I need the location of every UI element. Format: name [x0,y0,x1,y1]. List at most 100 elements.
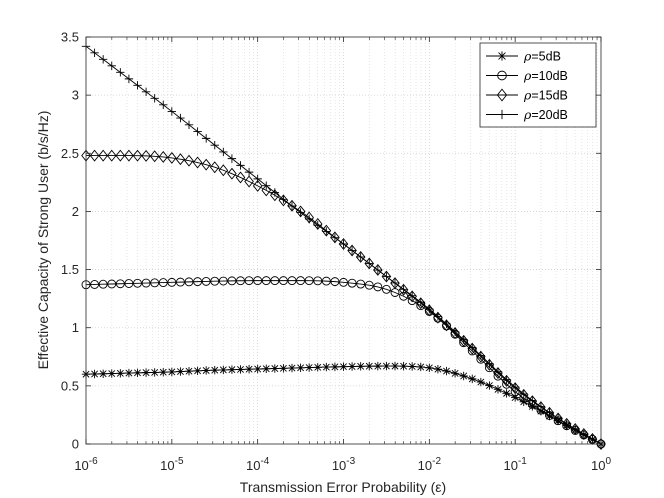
diamond-marker [227,167,237,180]
plus-marker [553,414,563,423]
plus-marker [468,343,477,352]
plus-marker [141,87,151,97]
plus-marker [133,81,142,90]
plus-marker [262,181,271,190]
y-tick-label: 2.5 [61,146,79,161]
legend-item[interactable]: ρ=15dB [486,88,568,103]
plus-marker [442,319,451,329]
circle-marker [253,276,263,286]
circle-marker [356,279,366,289]
circle-marker [115,279,125,289]
diamond-marker [476,350,486,363]
diamond-marker [141,149,151,162]
star-marker [98,369,108,378]
plus-marker [279,195,288,204]
y-tick-label: 3 [72,88,79,103]
plus-marker [193,127,202,136]
circle-marker [244,276,254,286]
star-marker [193,366,202,376]
plus-marker [373,265,383,275]
circle-marker [313,276,323,286]
plus-marker [536,402,546,411]
star-marker [365,362,374,371]
star-marker [476,377,486,387]
legend-label: ρ=5dB [523,49,561,64]
circle-marker [373,282,383,292]
plus-marker [510,382,520,392]
diamond-marker [192,156,203,169]
circle-marker [261,276,271,286]
diamond-marker [158,150,169,163]
star-marker [133,368,142,378]
diamond-marker [124,149,134,162]
x-tick-label: 10-2 [418,456,442,473]
plus-marker [176,113,185,123]
circle-marker [167,277,177,287]
circle-marker [193,277,203,287]
circle-marker [124,279,134,288]
star-marker [244,365,254,374]
plus-marker [304,214,314,224]
star-marker [296,363,305,373]
star-marker [124,368,134,378]
legend-item[interactable]: ρ=5dB [486,49,561,64]
circle-marker [287,276,297,286]
circle-marker [347,278,357,288]
series-layer [81,42,606,450]
y-tick-label: 1.5 [61,262,79,277]
circle-marker [339,277,348,287]
star-marker [116,369,125,378]
plus-marker [399,285,408,294]
diamond-marker [458,334,469,347]
plus-marker [313,221,322,230]
plus-marker [476,351,486,360]
y-tick-label: 0 [72,437,79,452]
star-marker [253,364,262,374]
star-marker [416,362,425,372]
diamond-marker [536,401,546,414]
plus-marker [90,48,99,58]
plus-marker [493,367,503,376]
diamond-marker [527,395,538,408]
plus-marker [227,154,237,163]
x-tick-label: 10-5 [160,456,184,473]
diamond-marker [132,149,143,162]
circle-marker [270,276,280,286]
plus-marker [210,140,219,150]
legend-item[interactable]: ρ=20dB [486,107,568,122]
plus-marker [150,94,159,103]
diamond-marker [321,224,332,237]
plus-marker [98,55,108,64]
series-markers [81,42,606,449]
star-marker [433,364,443,374]
circle-marker [141,278,151,288]
star-marker [159,367,168,377]
diamond-marker [496,88,508,102]
legend-label: ρ=15dB [523,88,568,103]
star-marker [150,368,159,377]
y-tick-label: 2 [72,204,79,219]
legend-item[interactable]: ρ=10dB [486,68,568,83]
x-tick-label: 10-4 [246,456,270,473]
plus-marker [579,429,589,439]
circle-marker [227,276,237,286]
star-marker [536,407,546,416]
plus-marker [433,312,443,321]
series-line [85,280,602,445]
plus-marker [382,272,391,281]
diamond-marker [184,154,194,167]
y-tick-label: 1 [72,320,79,335]
diamond-marker [244,175,254,188]
star-marker [493,385,503,394]
star-marker [262,364,271,373]
circle-marker [296,276,306,286]
plus-marker [459,335,468,344]
diamond-marker [278,194,289,207]
circle-marker [321,276,331,286]
star-marker [219,365,228,375]
circle-marker [158,278,168,288]
legend[interactable]: ρ=5dB ρ=10dB ρ=15dB ρ=20dB [479,42,597,128]
plus-marker [287,201,297,211]
x-tick-label: 100 [591,456,611,473]
circle-marker [107,279,117,289]
